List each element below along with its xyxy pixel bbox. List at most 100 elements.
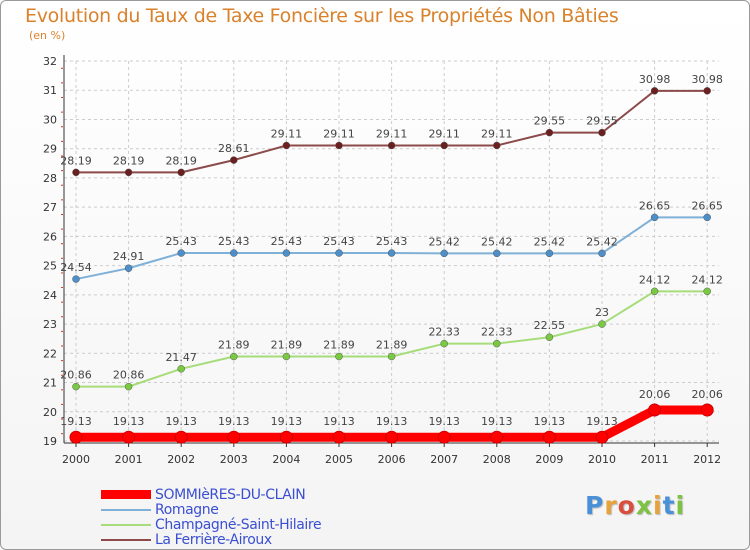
data-label: 29.11	[481, 127, 513, 140]
data-point	[230, 352, 238, 361]
data-label: 20.06	[691, 388, 723, 401]
data-point	[279, 430, 293, 444]
data-label: 26.65	[639, 199, 671, 212]
data-label: 28.19	[165, 154, 197, 167]
data-point	[385, 430, 399, 444]
y-tick-label: 27	[43, 201, 57, 214]
data-point	[700, 403, 714, 417]
legend-swatch	[101, 490, 151, 499]
y-tick-label: 31	[43, 84, 57, 97]
data-point	[542, 430, 556, 444]
data-label: 25.43	[376, 235, 408, 248]
data-point	[72, 275, 80, 283]
x-tick-label: 2001	[115, 453, 143, 466]
data-point	[335, 141, 343, 150]
y-tick-label: 28	[43, 172, 57, 185]
legend-item: Champagné-Saint-Hilaire	[101, 516, 322, 533]
legend-swatch	[101, 523, 151, 526]
unit-label: (en %)	[29, 29, 66, 42]
x-tick-label: 2003	[220, 453, 248, 466]
y-tick-label: 22	[43, 347, 57, 360]
data-label: 19.13	[586, 415, 618, 428]
y-tick-label: 25	[43, 260, 57, 273]
data-point	[230, 249, 238, 257]
data-point	[335, 352, 343, 361]
data-point	[387, 352, 396, 361]
data-point	[72, 382, 80, 391]
data-label: 22.55	[534, 319, 566, 332]
data-point	[282, 249, 291, 257]
y-tick-label: 32	[43, 55, 57, 68]
y-tick-label: 26	[43, 230, 57, 243]
data-point	[703, 213, 711, 222]
data-point	[230, 156, 238, 164]
data-point	[124, 382, 133, 391]
data-label: 28.61	[218, 142, 250, 155]
data-point	[122, 430, 136, 444]
data-point	[648, 403, 662, 417]
data-point	[440, 249, 448, 258]
y-tick-label: 20	[43, 406, 57, 419]
data-point	[493, 141, 501, 150]
legend-swatch	[101, 538, 151, 541]
x-tick-label: 2006	[378, 453, 406, 466]
data-label: 21.89	[323, 339, 355, 352]
data-label: 20.86	[60, 369, 92, 382]
data-point	[440, 141, 448, 150]
data-point	[703, 287, 711, 296]
data-label: 19.13	[218, 415, 250, 428]
data-label: 25.42	[481, 235, 513, 248]
data-label: 29.11	[376, 127, 408, 140]
data-label: 25.43	[323, 235, 355, 248]
y-tick-label: 30	[43, 113, 57, 126]
data-label: 19.13	[271, 415, 303, 428]
series-sommi-res-du-clain: 19.13 19.13 19.13 19.13 19.13 19.13 19.13 19.13…	[60, 388, 723, 444]
data-label: 19.13	[428, 415, 460, 428]
y-tick-label: 19	[43, 435, 57, 448]
data-point	[335, 249, 343, 257]
data-label: 29.55	[586, 115, 618, 128]
data-point	[493, 339, 501, 348]
legend-label: Romagne	[155, 501, 219, 518]
data-point	[282, 352, 291, 361]
data-label: 25.43	[271, 235, 303, 248]
data-label: 24.91	[113, 250, 145, 263]
data-point	[177, 168, 185, 177]
data-label: 22.33	[428, 326, 460, 339]
data-label: 24.12	[639, 273, 671, 286]
data-label: 21.89	[218, 339, 250, 352]
data-point	[69, 430, 83, 444]
data-point	[598, 128, 606, 137]
x-tick-label: 2009	[535, 453, 563, 466]
x-tick-label: 2007	[430, 453, 458, 466]
data-label: 24.54	[60, 261, 92, 274]
data-label: 25.42	[534, 235, 566, 248]
data-point	[650, 287, 659, 296]
legend-item: SOMMIèRES-DU-CLAIN	[101, 487, 321, 503]
data-label: 19.13	[376, 415, 408, 428]
data-point	[595, 430, 609, 444]
data-point	[72, 168, 80, 177]
data-point	[177, 249, 185, 257]
data-point	[650, 87, 659, 95]
data-label: 25.42	[428, 235, 460, 248]
data-label: 23	[595, 306, 609, 319]
data-point	[124, 264, 133, 272]
data-label: 19.13	[481, 415, 513, 428]
data-label: 21.47	[165, 351, 197, 364]
x-tick-label: 2010	[588, 453, 616, 466]
legend-label: Champagné-Saint-Hilaire	[155, 516, 322, 533]
data-label: 19.13	[323, 415, 355, 428]
x-tick-label: 2005	[325, 453, 353, 466]
data-point	[440, 339, 448, 348]
series-champagn-saint-hilaire: 20.86 20.86 21.47 21.89 21.89 21.89 21.89 22.33…	[60, 273, 723, 391]
data-point	[282, 141, 291, 150]
data-point	[490, 430, 504, 444]
y-tick-label: 24	[43, 289, 57, 302]
data-point	[703, 87, 711, 95]
legend-item: Romagne	[101, 501, 321, 518]
data-label: 25.43	[165, 235, 197, 248]
data-label: 30.98	[691, 73, 723, 86]
